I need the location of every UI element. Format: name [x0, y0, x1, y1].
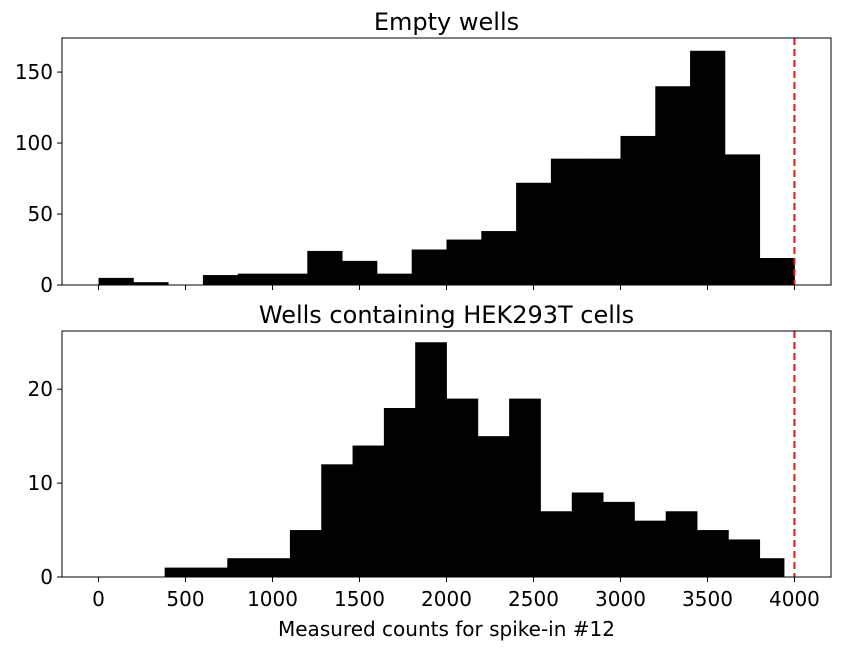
x-tick-label: 3000 [595, 587, 646, 611]
chart-title: Wells containing HEK293T cells [259, 301, 634, 329]
histogram-bar [509, 398, 541, 577]
histogram-bar [352, 445, 385, 577]
histogram-bar [724, 154, 761, 285]
histogram-bar [481, 231, 517, 285]
histogram-bar [697, 530, 729, 577]
histogram-bar [634, 520, 667, 577]
histogram-bar [258, 558, 291, 577]
y-tick-label: 20 [28, 377, 53, 401]
x-tick-label: 2500 [508, 587, 559, 611]
histogram-bar [272, 273, 308, 285]
y-tick-label: 150 [15, 60, 53, 84]
histogram-bar [237, 273, 273, 285]
histogram-bar [603, 501, 635, 577]
y-tick-label: 0 [40, 565, 53, 589]
histogram-bar [759, 558, 785, 577]
histogram-bar [164, 567, 197, 577]
chart-title: Empty wells [374, 8, 519, 36]
histogram-bar [585, 158, 621, 285]
histogram-bar [289, 530, 322, 577]
y-tick-label: 100 [15, 131, 53, 155]
histogram-bar [307, 250, 343, 285]
histogram-bar [620, 135, 656, 285]
x-tick-label: 500 [166, 587, 204, 611]
y-tick-label: 50 [28, 202, 53, 226]
histogram-bar [342, 260, 378, 285]
histogram-bar [571, 492, 604, 577]
x-axis-label: Measured counts for spike-in #12 [278, 617, 615, 641]
histogram-bar [446, 398, 479, 577]
x-tick-label: 1500 [334, 587, 385, 611]
histogram-bar [690, 50, 726, 285]
histogram-bar [202, 275, 239, 285]
histogram-bar [98, 277, 134, 285]
y-tick-label: 10 [28, 471, 53, 495]
histogram-bar [540, 511, 573, 577]
histogram-bar [446, 239, 482, 285]
histogram-bar [195, 567, 228, 577]
histogram-bar [227, 558, 259, 577]
x-tick-label: 4000 [769, 587, 820, 611]
histogram-bar [550, 158, 587, 285]
histogram-bar [477, 436, 510, 577]
histogram-bar [516, 182, 552, 285]
x-tick-label: 3500 [682, 587, 733, 611]
x-tick-label: 2000 [421, 587, 472, 611]
histogram-bar [376, 273, 413, 285]
histogram-bar [411, 249, 447, 285]
histogram-bar [383, 407, 416, 577]
histogram-bar [321, 464, 353, 577]
histogram-bar [759, 258, 795, 285]
histogram-bar [655, 86, 691, 285]
histogram-bar [665, 511, 698, 577]
y-tick-label: 0 [40, 273, 53, 297]
histogram-bar [415, 342, 447, 577]
x-tick-label: 0 [92, 587, 105, 611]
histogram-bar [728, 539, 761, 577]
x-tick-label: 1000 [247, 587, 298, 611]
histogram-bar [133, 282, 169, 285]
